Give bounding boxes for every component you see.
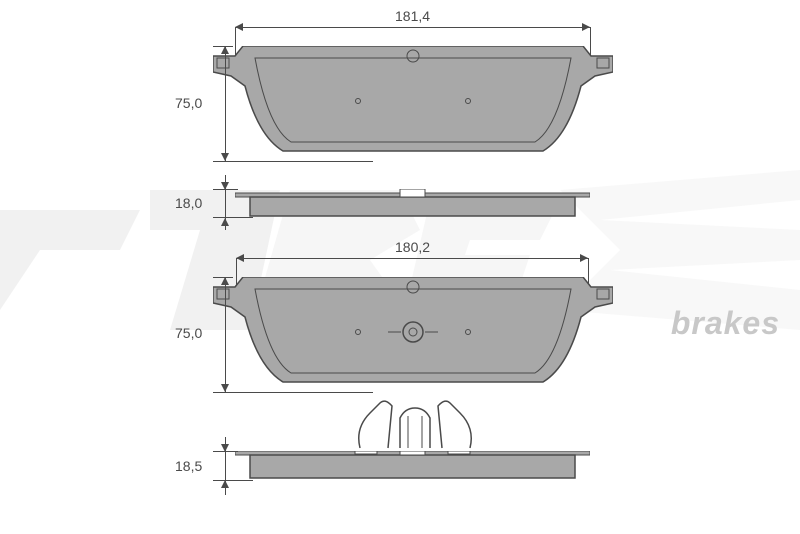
brake-pad-top-side [235,189,590,219]
ext-line [213,451,238,452]
arrow [221,46,229,54]
ext-line [213,392,373,393]
dim-top-thickness-label: 18,0 [175,195,202,211]
dim-line [225,46,226,161]
arrow [221,480,229,488]
dim-line [235,27,590,28]
dim-top-width-label: 181,4 [395,8,430,24]
brake-pad-bottom-side [235,451,590,481]
dim-line [236,258,588,259]
ext-line [213,217,253,218]
dim-bottom-thickness-label: 18,5 [175,458,202,474]
dim-bottom-width-label: 180,2 [395,239,430,255]
arrow [580,254,588,262]
arrow [221,218,229,226]
ext-line [213,161,373,162]
ext-line [213,46,233,47]
dim-line [225,277,226,392]
arrow [582,23,590,31]
retaining-clips [350,398,480,453]
ext-line [213,189,238,190]
ext-line [213,277,233,278]
watermark-text: brakes [671,305,780,342]
brake-pad-bottom-front [213,277,613,397]
arrow [235,23,243,31]
dim-bottom-height-label: 75,0 [175,325,202,341]
arrow [221,277,229,285]
ext-line [213,480,253,481]
arrow [221,384,229,392]
brake-pad-top-front [213,46,613,166]
arrow [236,254,244,262]
dim-top-height-label: 75,0 [175,95,202,111]
arrow [221,153,229,161]
